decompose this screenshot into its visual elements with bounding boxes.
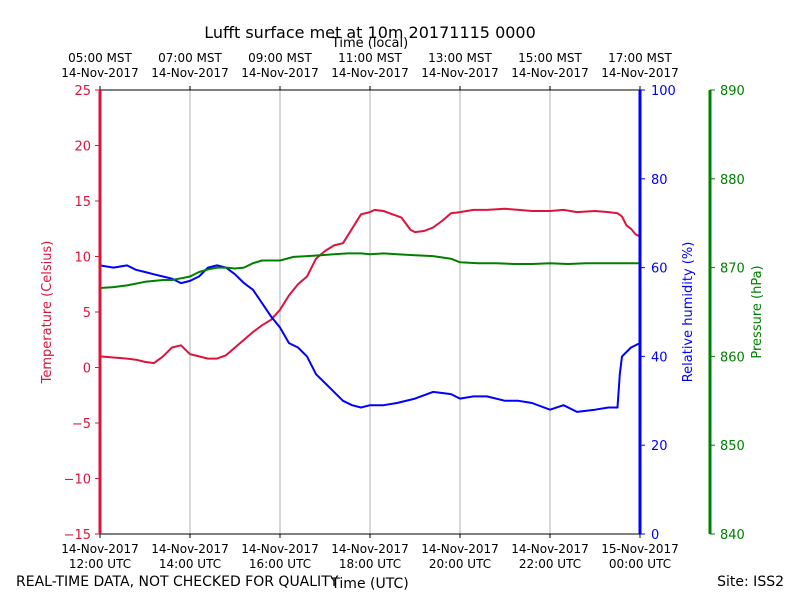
x-axis-label: Time (UTC) [330, 576, 408, 592]
top-x-tick-label: 14-Nov-2017 [511, 66, 589, 80]
temperature-tick-label: 5 [83, 306, 91, 321]
series-line-temp [99, 207, 641, 365]
x-tick-label: 14-Nov-2017 [331, 542, 409, 556]
x-tick-label: 15-Nov-2017 [601, 542, 679, 556]
top-x-tick-label: 15:00 MST [518, 51, 582, 65]
top-axis-label: Time (local) [331, 36, 408, 51]
top-x-tick-label: 17:00 MST [608, 51, 672, 65]
pressure-axis-label: Pressure (hPa) [750, 265, 765, 358]
x-tick-label: 18:00 UTC [339, 557, 401, 571]
temperature-tick-label: 20 [74, 140, 91, 155]
series-line-rh [99, 264, 641, 413]
humidity-axis-label: Relative humidity (%) [681, 242, 696, 383]
top-x-tick-label: 14-Nov-2017 [331, 66, 409, 80]
pressure-tick-label: 860 [720, 350, 745, 365]
x-tick-label: 14:00 UTC [159, 557, 221, 571]
chart-title: Lufft surface met at 10m 20171115 0000 [204, 23, 536, 42]
site-label: Site: ISS2 [717, 574, 784, 590]
humidity-tick-label: 80 [651, 173, 668, 188]
humidity-tick-label: 40 [651, 350, 668, 365]
quality-note: REAL-TIME DATA, NOT CHECKED FOR QUALITY [16, 574, 339, 590]
x-tick-label: 14-Nov-2017 [61, 542, 139, 556]
x-tick-label: 14-Nov-2017 [421, 542, 499, 556]
humidity-tick-label: 20 [651, 439, 668, 454]
x-tick-label: 00:00 UTC [609, 557, 671, 571]
temperature-tick-label: −5 [72, 417, 91, 432]
temperature-tick-label: 25 [74, 84, 91, 99]
pressure-tick-label: 890 [720, 84, 745, 99]
humidity-tick-label: 0 [651, 528, 659, 543]
temperature-tick-label: 10 [74, 251, 91, 266]
top-x-tick-label: 14-Nov-2017 [241, 66, 319, 80]
x-tick-label: 14-Nov-2017 [241, 542, 319, 556]
top-x-tick-label: 14-Nov-2017 [151, 66, 229, 80]
temperature-tick-label: 0 [83, 362, 91, 377]
top-x-tick-label: 05:00 MST [68, 51, 132, 65]
x-tick-label: 12:00 UTC [69, 557, 131, 571]
top-x-tick-label: 14-Nov-2017 [601, 66, 679, 80]
humidity-tick-label: 100 [651, 84, 676, 99]
top-x-tick-label: 11:00 MST [338, 51, 402, 65]
x-tick-label: 20:00 UTC [429, 557, 491, 571]
series-line-pres [99, 252, 641, 289]
temperature-tick-label: −10 [64, 473, 91, 488]
temperature-tick-label: 15 [74, 195, 91, 210]
humidity-tick-label: 60 [651, 262, 668, 277]
top-x-tick-label: 07:00 MST [158, 51, 222, 65]
x-tick-label: 16:00 UTC [249, 557, 311, 571]
top-x-tick-label: 14-Nov-2017 [61, 66, 139, 80]
top-x-tick-label: 09:00 MST [248, 51, 312, 65]
pressure-tick-label: 840 [720, 528, 745, 543]
pressure-tick-label: 880 [720, 173, 745, 188]
x-tick-label: 14-Nov-2017 [151, 542, 229, 556]
pressure-tick-label: 850 [720, 439, 745, 454]
temperature-tick-label: −15 [64, 528, 91, 543]
pressure-tick-label: 870 [720, 262, 745, 277]
top-x-tick-label: 14-Nov-2017 [421, 66, 499, 80]
top-x-tick-label: 13:00 MST [428, 51, 492, 65]
temperature-axis-label: Temperature (Celsius) [40, 241, 55, 385]
x-tick-label: 22:00 UTC [519, 557, 581, 571]
x-tick-label: 14-Nov-2017 [511, 542, 589, 556]
